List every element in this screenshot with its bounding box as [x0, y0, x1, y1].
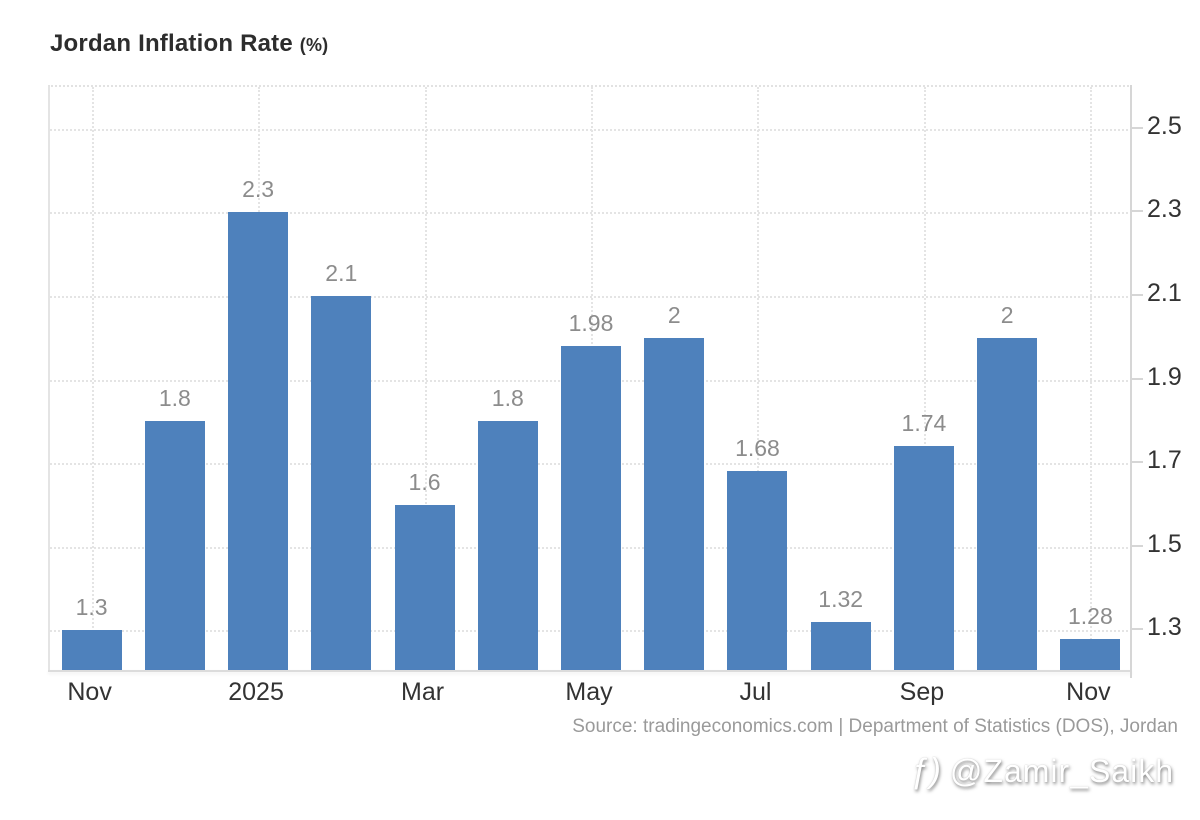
x-tick-label-2025: 2025 [228, 678, 284, 706]
bar-mar [394, 504, 455, 672]
bar-aug [810, 621, 871, 672]
v-gridline-sep [923, 87, 926, 672]
watermark-logo-icon: ƒ) [909, 752, 942, 790]
y-tick-label-1.5: 1.5 [1147, 529, 1182, 558]
y-axis-tick [1132, 544, 1143, 547]
y-tick-label-1.3: 1.3 [1147, 613, 1182, 642]
source-attribution: Source: tradingeconomics.com | Departmen… [572, 716, 1178, 737]
watermark: ƒ) @Zamir_Saikh [910, 752, 1174, 791]
x-tick-label-sep: Sep [899, 678, 945, 706]
x-axis: Nov 2025 Mar May Jul Sep Nov [48, 678, 1130, 712]
bar-value-label: 1.8 [158, 385, 191, 412]
y-tick-label-1.9: 1.9 [1147, 362, 1182, 391]
v-gridline-nov [91, 87, 94, 672]
watermark-handle: @Zamir_Saikh [949, 753, 1174, 789]
bar-feb [311, 295, 372, 672]
bar-jul [727, 471, 788, 672]
bar-value-label: 1.28 [1067, 602, 1113, 629]
bar-jun [644, 337, 705, 672]
bar-value-label: 1.32 [818, 585, 864, 612]
bar-may [561, 346, 621, 672]
chart-title-text: Jordan Inflation Rate [50, 30, 293, 57]
bar-oct [977, 337, 1038, 672]
y-tick-label-1.7: 1.7 [1147, 445, 1182, 474]
y-tick-label-2.3: 2.3 [1147, 195, 1182, 224]
chart-title: Jordan Inflation Rate (%) [50, 30, 328, 58]
y-axis-tick [1132, 377, 1143, 380]
bar-value-label: 1.3 [75, 594, 108, 621]
bar-value-label: 2.1 [325, 259, 358, 286]
bar-value-label: 1.74 [901, 410, 947, 437]
y-axis-tick [1132, 126, 1143, 129]
v-gridline-mar [424, 87, 427, 672]
plot-area: 1.3 1.8 2.3 2.1 1.6 1.8 1.98 2 1.68 1.32 1.74 2 1.28 [48, 85, 1132, 672]
bar-sep [893, 446, 954, 672]
bar-apr [477, 421, 538, 672]
bar-value-label: 2 [667, 301, 681, 328]
y-axis-tick [1132, 461, 1143, 464]
bar-nov [61, 630, 122, 672]
bar-value-label: 2 [1000, 301, 1014, 328]
bar-value-label: 1.98 [568, 310, 614, 337]
y-tick-label-2.1: 2.1 [1147, 278, 1182, 307]
bar-nov [1060, 638, 1121, 672]
x-tick-label-jul: Jul [739, 678, 772, 706]
y-axis: 1.3 1.5 1.7 1.9 2.1 2.3 2.5 [1130, 85, 1200, 678]
bar-value-label: 2.3 [242, 176, 275, 203]
x-tick-label-mar: Mar [401, 678, 445, 706]
x-axis-line [48, 670, 1132, 672]
x-tick-label-nov: Nov [1066, 678, 1111, 706]
y-axis-tick [1132, 628, 1143, 631]
y-tick-label-2.5: 2.5 [1147, 111, 1182, 140]
bar-value-label: 1.68 [735, 435, 780, 462]
bar-2025 [228, 212, 289, 672]
v-gridline-nov [1090, 87, 1093, 672]
v-gridline-jul [757, 87, 760, 672]
bar-value-label: 1.6 [408, 468, 441, 495]
x-tick-label-nov: Nov [67, 678, 112, 706]
bar-value-label: 1.8 [491, 385, 524, 412]
x-tick-label-may: May [565, 678, 613, 706]
y-axis-tick [1132, 293, 1143, 296]
y-axis-tick [1132, 210, 1143, 213]
chart-title-unit: (%) [299, 35, 329, 55]
bar-dec [144, 421, 205, 672]
